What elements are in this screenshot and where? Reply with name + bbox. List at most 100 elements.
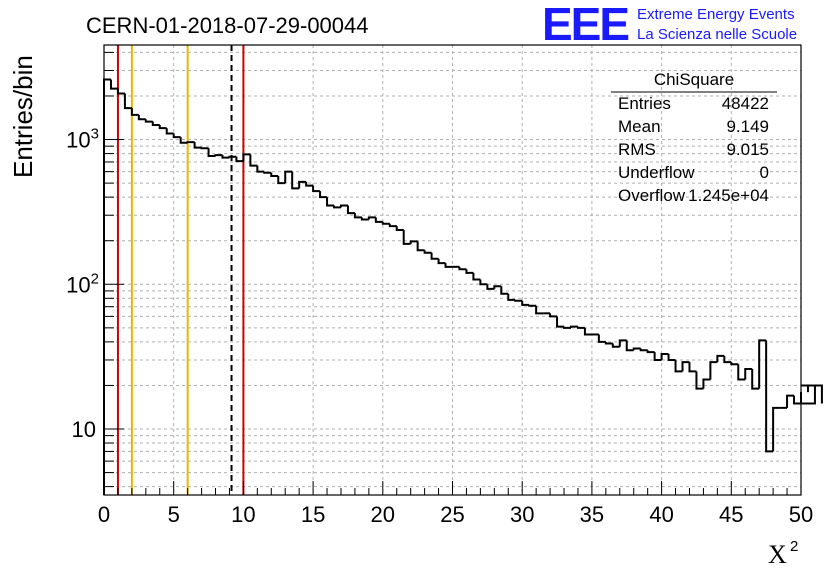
histogram-bin <box>214 154 223 157</box>
histogram-bin <box>165 128 174 135</box>
histogram-bin <box>793 395 801 405</box>
histogram-bin <box>137 114 146 121</box>
histogram-bin <box>277 175 286 185</box>
stats-box: ChiSquare Entries 48422 Mean 9.149 RMS 9.015 U… <box>611 70 777 205</box>
histogram-bin <box>702 378 711 389</box>
x-tick-label: 40 <box>649 502 673 527</box>
stats-row-value: 9.149 <box>726 117 769 136</box>
y-tick-label: 103 <box>66 126 99 153</box>
stats-rows: Entries 48422 Mean 9.149 RMS 9.015 Underflow 0 O… <box>618 94 769 205</box>
histogram-bin <box>430 252 439 260</box>
histogram-bin <box>179 137 188 144</box>
histogram-bin <box>242 153 251 162</box>
histogram-bin <box>563 326 571 329</box>
histogram-bin <box>144 119 153 123</box>
eee-logo-line2: La Scienza nelle Scuole <box>637 26 797 43</box>
histogram-bin <box>486 284 495 290</box>
stats-row-label: RMS <box>618 140 656 159</box>
histogram-bin <box>333 205 341 209</box>
histogram-bin <box>772 406 781 452</box>
x-tick-label: 35 <box>580 502 604 527</box>
x-tick-label: 0 <box>98 502 110 527</box>
histogram-bin <box>493 285 502 289</box>
stats-row-label: Overflow <box>618 186 686 205</box>
histogram-bin <box>681 361 690 372</box>
histogram-bin <box>632 347 641 351</box>
histogram-bin <box>256 165 265 173</box>
x-tick-label: 50 <box>789 502 813 527</box>
histogram-bin <box>339 204 348 208</box>
histogram-bin <box>423 250 432 254</box>
histogram-bin <box>716 354 725 363</box>
histogram-bin <box>639 348 648 352</box>
histogram-bin <box>158 125 167 130</box>
stats-title: ChiSquare <box>654 70 734 89</box>
stats-row-value: 48422 <box>722 94 769 113</box>
histogram-bin <box>353 213 362 219</box>
histogram-bin <box>381 221 390 225</box>
histogram-bin <box>416 241 425 252</box>
eee-logo: EEE Extreme Energy Events La Scienza nel… <box>542 0 797 50</box>
histogram-bin <box>500 286 509 295</box>
histogram-bin <box>583 327 592 336</box>
stats-row-label: Mean <box>618 117 661 136</box>
histogram-bin <box>479 279 488 286</box>
eee-logo-line1: Extreme Energy Events <box>637 6 795 23</box>
stats-row-value: 0 <box>760 163 769 182</box>
histogram-bin <box>674 359 683 373</box>
x-tick-label: 20 <box>371 502 395 527</box>
histogram-bin <box>200 147 209 150</box>
histogram-bin <box>388 223 397 228</box>
histogram-bin <box>653 352 662 361</box>
histogram-bin <box>298 180 307 189</box>
stats-row-value: 1.245e+04 <box>688 186 769 205</box>
histogram-bin <box>228 155 237 158</box>
histogram-bin <box>549 313 558 318</box>
chart-title: CERN-01-2018-07-29-00044 <box>86 13 369 38</box>
histogram-bin <box>437 258 446 265</box>
reference-lines <box>116 45 245 495</box>
histogram-bin <box>521 300 530 306</box>
histogram-bin <box>695 371 704 390</box>
histogram-bin <box>514 299 523 302</box>
histogram-bin <box>576 326 585 329</box>
histogram-bin <box>346 205 355 215</box>
histogram-bin <box>249 154 258 167</box>
histogram-bin <box>186 141 195 144</box>
x-axis-label-superscript: 2 <box>790 538 798 555</box>
histogram-bin <box>465 269 474 274</box>
histogram-bin <box>444 263 453 268</box>
histogram-bin <box>528 304 537 307</box>
histogram-bin <box>758 339 767 389</box>
histogram-bin <box>312 185 321 193</box>
histogram-bin <box>402 230 411 245</box>
x-tick-label: 45 <box>719 502 743 527</box>
histogram-bin <box>103 78 111 495</box>
histogram-bin <box>367 216 376 220</box>
x-axis-label-text: X <box>768 540 787 569</box>
histogram-bin <box>660 352 669 360</box>
histogram-bin <box>305 181 314 187</box>
histogram-bin <box>751 368 760 390</box>
histogram-bin <box>618 339 627 347</box>
x-tick-label: 5 <box>168 502 180 527</box>
histogram-bin <box>723 355 732 364</box>
histogram-bin <box>744 367 753 380</box>
histogram-bin <box>130 108 139 116</box>
y-tick-label: 10 <box>72 417 96 442</box>
histogram-bin <box>556 316 565 328</box>
histogram-bin <box>688 362 697 373</box>
x-tick-label: 25 <box>440 502 464 527</box>
histogram-bin <box>123 93 132 110</box>
histogram-bin <box>507 293 516 301</box>
histogram-bin <box>395 226 404 232</box>
y-tick-label: 102 <box>66 270 99 297</box>
x-tick-label: 30 <box>510 502 534 527</box>
histogram-bin <box>409 240 418 244</box>
histogram-bin <box>569 325 578 328</box>
histogram-bin <box>207 148 216 157</box>
histogram-bin <box>611 343 620 348</box>
histogram-bin <box>730 362 739 366</box>
stats-row-label: Underflow <box>618 163 695 182</box>
